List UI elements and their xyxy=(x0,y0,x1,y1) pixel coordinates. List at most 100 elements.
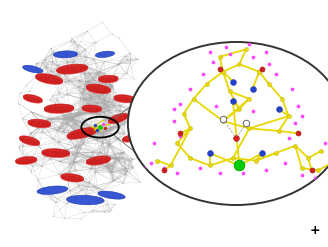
Point xyxy=(76,184,82,188)
Point xyxy=(99,197,105,201)
Ellipse shape xyxy=(86,157,111,165)
Point xyxy=(35,126,40,130)
Ellipse shape xyxy=(61,174,84,181)
Point xyxy=(84,193,89,197)
Point xyxy=(71,117,76,121)
Point xyxy=(100,131,105,135)
Point xyxy=(273,72,278,76)
Point xyxy=(108,142,113,146)
Point xyxy=(110,84,115,88)
Point xyxy=(250,109,255,113)
Point xyxy=(296,104,301,108)
Point xyxy=(92,57,97,61)
Point xyxy=(55,63,60,67)
Point xyxy=(65,68,71,72)
Point xyxy=(116,124,121,128)
Point xyxy=(54,129,60,133)
Point xyxy=(116,97,122,101)
Point xyxy=(130,157,135,161)
Point xyxy=(79,217,84,221)
Point xyxy=(94,101,99,105)
Point xyxy=(93,159,98,163)
Point xyxy=(112,178,117,182)
Ellipse shape xyxy=(42,149,70,157)
Point xyxy=(87,72,92,76)
Point xyxy=(82,130,87,134)
Point xyxy=(322,141,327,145)
Point xyxy=(48,46,53,50)
Point xyxy=(20,160,25,164)
Point xyxy=(171,107,176,111)
Point xyxy=(243,122,249,125)
Ellipse shape xyxy=(108,114,128,123)
Point xyxy=(106,166,111,170)
Point xyxy=(161,166,167,170)
Point xyxy=(40,189,46,193)
Point xyxy=(110,77,115,81)
Point xyxy=(122,54,127,58)
Point xyxy=(116,158,121,162)
Point xyxy=(35,75,40,79)
Point xyxy=(247,126,252,130)
Point xyxy=(82,63,88,67)
Point xyxy=(92,123,98,127)
Point xyxy=(47,74,52,78)
Circle shape xyxy=(128,42,328,205)
Ellipse shape xyxy=(36,75,63,84)
Point xyxy=(42,155,48,159)
Point xyxy=(104,127,110,131)
Point xyxy=(69,36,74,40)
Point xyxy=(75,110,81,114)
Point xyxy=(214,104,219,108)
Ellipse shape xyxy=(23,65,43,73)
Point xyxy=(237,107,242,111)
Ellipse shape xyxy=(82,106,102,112)
Point xyxy=(56,140,61,144)
Point xyxy=(316,168,321,172)
Ellipse shape xyxy=(86,85,111,94)
Point xyxy=(44,118,49,122)
Point xyxy=(102,60,107,63)
Point xyxy=(112,98,117,102)
Point xyxy=(137,180,143,184)
Point xyxy=(276,129,281,133)
Point xyxy=(250,87,255,91)
Point xyxy=(24,83,29,87)
Point xyxy=(57,126,63,130)
Point xyxy=(77,131,83,135)
Point xyxy=(234,136,239,140)
Ellipse shape xyxy=(57,66,88,74)
Point xyxy=(53,201,58,205)
Point xyxy=(240,171,245,175)
Point xyxy=(48,75,53,79)
Point xyxy=(230,99,236,103)
Ellipse shape xyxy=(122,134,140,141)
Point xyxy=(97,130,103,134)
Point xyxy=(56,172,62,176)
Point xyxy=(54,152,60,156)
Ellipse shape xyxy=(19,136,40,144)
Point xyxy=(224,45,229,49)
Point xyxy=(70,152,75,156)
Point xyxy=(72,40,77,44)
Point xyxy=(99,21,105,24)
Ellipse shape xyxy=(98,77,118,83)
Point xyxy=(81,87,87,91)
Point xyxy=(124,71,129,75)
Point xyxy=(48,69,53,73)
Point xyxy=(83,98,88,102)
Point xyxy=(109,126,114,130)
Point xyxy=(82,71,87,75)
Ellipse shape xyxy=(114,96,135,103)
Point xyxy=(312,176,318,180)
Ellipse shape xyxy=(44,105,74,113)
Point xyxy=(93,40,98,44)
Point xyxy=(71,161,76,165)
Point xyxy=(120,151,125,155)
Point xyxy=(67,189,72,193)
Point xyxy=(220,117,226,121)
Ellipse shape xyxy=(114,95,135,102)
Point xyxy=(42,150,48,154)
Point xyxy=(91,132,96,136)
Point xyxy=(40,130,45,134)
